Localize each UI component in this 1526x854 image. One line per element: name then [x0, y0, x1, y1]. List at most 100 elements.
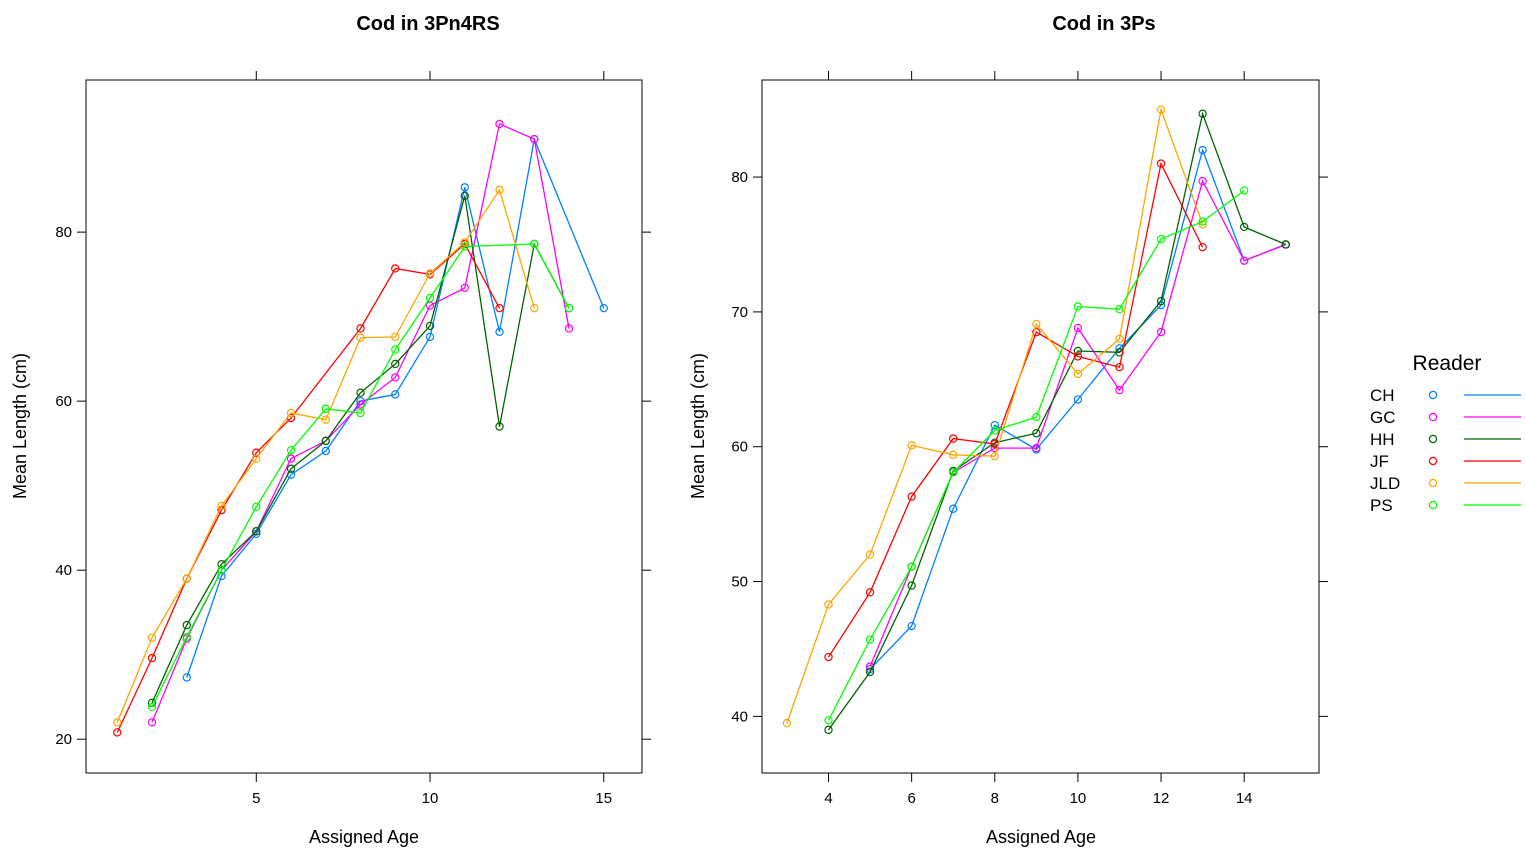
data-point-hh [865, 667, 875, 677]
data-point-hh [1281, 240, 1290, 249]
plot-frame [761, 79, 1320, 774]
legend-point-hh [1428, 434, 1438, 444]
series-line-ps [827, 190, 1245, 721]
x-tick-label: 10 [1070, 790, 1087, 807]
data-point-ch [990, 420, 999, 430]
legend-label-gc: GC [1370, 408, 1396, 427]
data-point-jld [286, 408, 296, 418]
legend-label-ps: PS [1370, 496, 1393, 515]
data-point-jf [824, 652, 833, 662]
data-point-gc [1198, 176, 1207, 186]
data-point-gc [391, 373, 400, 382]
data-point-ps [1115, 305, 1124, 314]
data-point-hh [252, 527, 261, 536]
data-point-ch [907, 621, 916, 631]
legend-point-gc [1428, 412, 1438, 422]
data-point-ch [321, 446, 330, 456]
data-point-jld [782, 718, 792, 728]
y-tick-label: 50 [731, 574, 748, 591]
data-point-gc [1156, 327, 1166, 337]
y-axis-label: Mean Length (cm) [10, 353, 30, 499]
data-point-hh [182, 620, 191, 630]
x-tick-label: 15 [595, 790, 612, 807]
y-tick-label: 40 [731, 708, 748, 725]
data-point-jld [147, 633, 157, 642]
data-point-jf [949, 434, 958, 443]
data-point-hh [824, 725, 833, 735]
legend-point-jf [1428, 456, 1438, 466]
data-point-jf [391, 264, 400, 273]
data-point-ps [530, 239, 539, 249]
y-axis-label: Mean Length (cm) [688, 353, 708, 499]
data-point-gc [147, 718, 157, 727]
data-point-jld [113, 718, 122, 727]
data-point-jf [495, 303, 504, 313]
data-point-hh [1198, 109, 1207, 118]
data-point-ch [182, 673, 191, 682]
data-point-ps [865, 635, 875, 644]
data-point-jld [907, 441, 916, 450]
y-tick-label: 80 [731, 169, 748, 186]
data-point-ps [252, 502, 261, 511]
data-point-ps [460, 242, 469, 251]
data-point-jf [252, 448, 261, 457]
y-tick-label: 70 [731, 304, 748, 321]
data-point-ch [391, 390, 400, 399]
data-point-ps [1239, 186, 1249, 195]
y-tick-label: 60 [731, 439, 748, 456]
plot-frame [85, 79, 643, 774]
data-point-ch [1198, 145, 1207, 155]
x-axis-label: Assigned Age [309, 827, 419, 847]
data-point-gc [530, 134, 539, 144]
data-point-gc [1032, 443, 1041, 453]
data-point-ps [217, 565, 226, 575]
series-line-ch [869, 147, 1286, 670]
x-axis-label: Assigned Age [986, 827, 1096, 847]
data-point-ch [425, 332, 435, 342]
data-point-ps [990, 426, 999, 435]
series-line-ps [151, 243, 570, 708]
data-point-gc [564, 324, 574, 333]
x-tick-label: 10 [422, 790, 439, 807]
data-point-jld [321, 415, 330, 424]
data-point-hh [1156, 296, 1166, 306]
data-point-jld [1156, 105, 1166, 114]
data-point-ps [1073, 302, 1083, 311]
data-point-ps [286, 445, 296, 455]
x-tick-label: 4 [824, 790, 832, 807]
panel-cod-3ps: Cod in 3Ps 4 6 8 10 12 14 40 50 60 70 80 Assigned … [688, 13, 1328, 847]
y-tick-label: 40 [55, 562, 72, 579]
data-point-gc [1073, 323, 1083, 333]
data-point-ch [1073, 395, 1083, 404]
x-tick-label: 14 [1236, 790, 1253, 807]
data-point-ps [564, 303, 574, 313]
legend: Reader CH GC HH JF JLD PS [1370, 352, 1521, 515]
data-point-hh [321, 436, 330, 446]
series-layer [113, 119, 608, 737]
data-point-ch [949, 504, 958, 513]
data-point-ps [1156, 234, 1166, 244]
data-point-ps [1032, 412, 1041, 422]
data-point-gc [1239, 256, 1249, 265]
data-point-jld [1073, 369, 1083, 379]
panel-cod-3pn4rs: Cod in 3Pn4RS 5 10 15 20 40 60 80 Assigned Age… [10, 13, 651, 847]
y-tick-label: 60 [55, 393, 72, 410]
legend-label-ch: CH [1370, 386, 1395, 405]
series-line-jf [116, 242, 501, 733]
data-point-hh [1073, 346, 1083, 356]
data-point-ps [182, 632, 191, 642]
data-point-ch [495, 327, 504, 337]
data-point-ps [824, 716, 833, 725]
data-point-jld [217, 501, 226, 511]
data-point-jf [356, 324, 365, 333]
data-point-ps [321, 404, 330, 413]
data-point-ps [425, 293, 435, 303]
data-point-jld [425, 269, 435, 278]
data-point-jf [1073, 352, 1083, 361]
data-point-jld [990, 451, 999, 461]
data-point-hh [907, 581, 916, 590]
data-point-ps [907, 562, 916, 571]
data-point-jld [949, 450, 958, 460]
axis-ticks: 5 10 15 20 40 60 80 [55, 71, 651, 807]
